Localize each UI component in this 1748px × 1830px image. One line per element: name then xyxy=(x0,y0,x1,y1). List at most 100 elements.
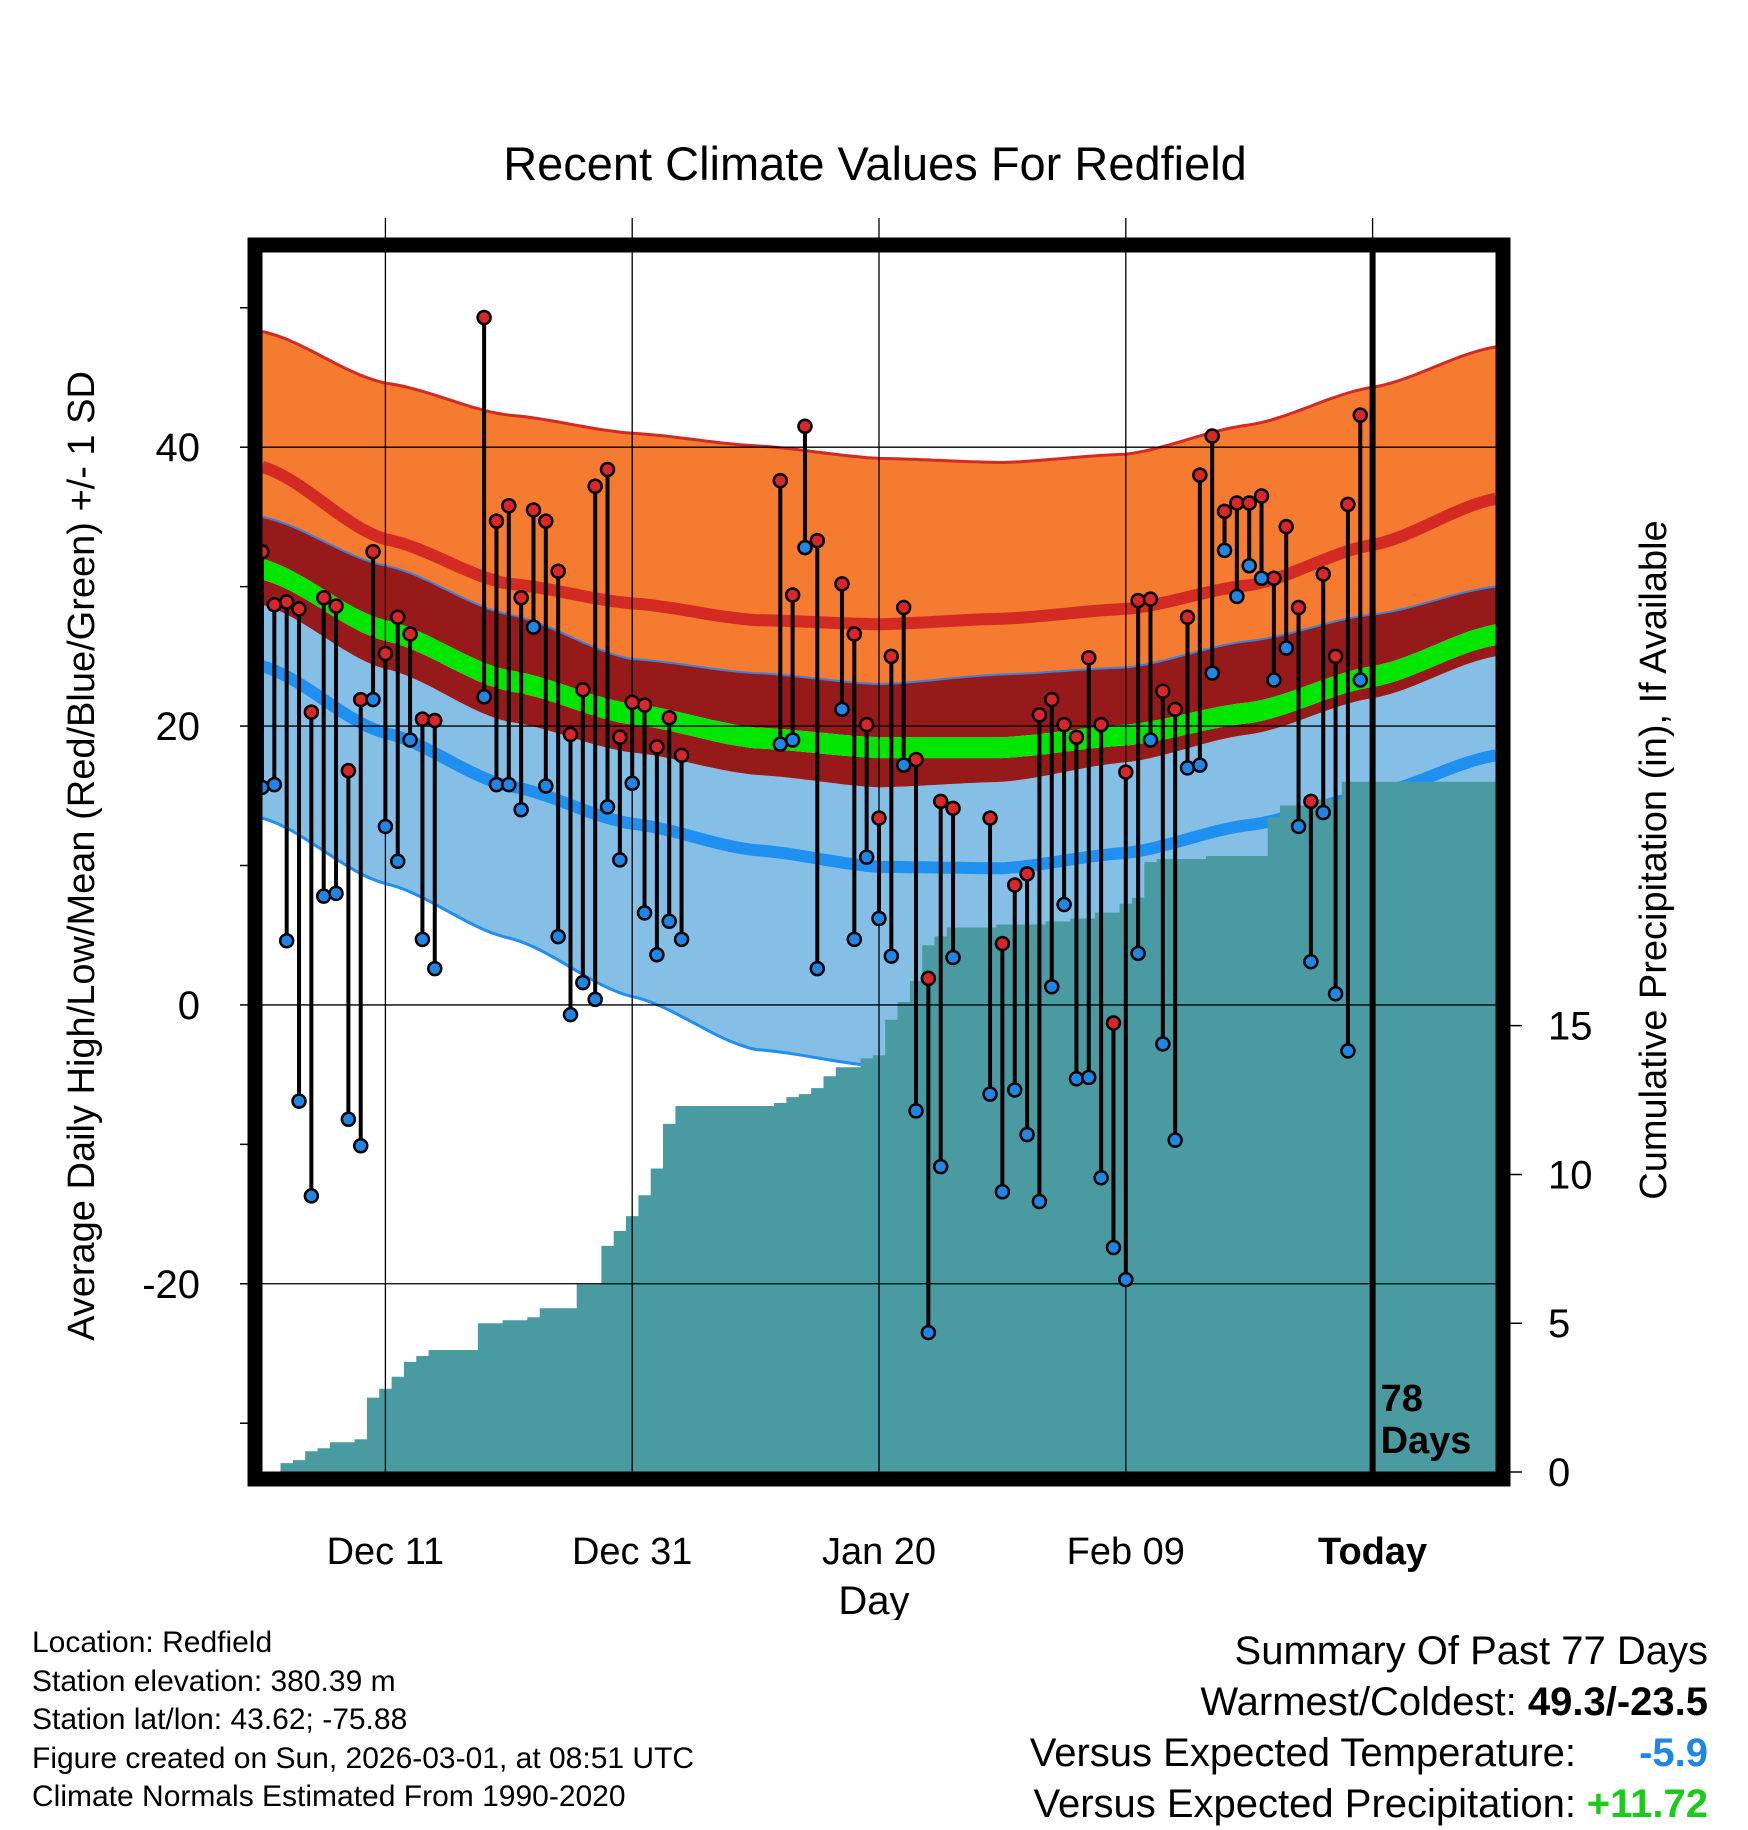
warmest-coldest-label: Warmest/Coldest: xyxy=(1200,1680,1528,1724)
y-axis-label: Average Daily High/Low/Mean (Red/Blue/Gr… xyxy=(61,371,103,1341)
daily-high-point xyxy=(414,711,431,727)
daily-high-point xyxy=(858,716,875,733)
daily-high-point xyxy=(377,645,394,662)
daily-low-point xyxy=(1142,732,1159,748)
daily-high-point xyxy=(278,594,295,610)
daily-low-point xyxy=(1327,986,1344,1002)
daily-low-point xyxy=(772,736,789,752)
temperature-departure-value: -5.9 xyxy=(1639,1731,1708,1775)
daily-low-point xyxy=(1229,588,1245,605)
daily-low-point xyxy=(994,1183,1011,1200)
daily-high-point xyxy=(797,418,813,435)
daily-high-point xyxy=(525,502,542,518)
daily-high-point xyxy=(1019,866,1035,882)
daily-low-point xyxy=(797,539,813,556)
daily-low-point xyxy=(624,775,640,791)
plot-border xyxy=(247,237,1511,1487)
daily-low-point xyxy=(1278,640,1294,656)
x-tick-label: Jan 20 xyxy=(822,1531,936,1573)
daily-low-point xyxy=(562,1006,579,1023)
daily-high-point xyxy=(1093,716,1109,733)
daily-high-point xyxy=(1006,877,1023,893)
daily-high-point xyxy=(908,751,924,768)
daily-high-point xyxy=(846,626,863,642)
daily-low-point xyxy=(932,1158,949,1175)
daily-high-point xyxy=(1253,488,1270,504)
normals-text: Climate Normals Estimated From 1990-2020 xyxy=(32,1780,626,1813)
right-tick-label: 0 xyxy=(1548,1451,1570,1495)
daily-high-point xyxy=(427,712,443,729)
daily-high-point xyxy=(612,729,628,745)
daily-low-point xyxy=(1253,570,1270,587)
daily-high-point xyxy=(328,598,344,614)
daily-low-point xyxy=(1118,1271,1134,1288)
daily-low-point xyxy=(846,931,863,948)
daily-low-point xyxy=(649,946,665,963)
chart-title: Recent Climate Values For Redfield xyxy=(503,137,1247,190)
daily-high-point xyxy=(636,697,653,713)
daily-low-point xyxy=(1303,953,1319,970)
warmest-coldest-value: 49.3/-23.5 xyxy=(1527,1680,1708,1724)
daily-low-point xyxy=(945,949,961,966)
daily-high-point xyxy=(599,461,616,478)
daily-high-point xyxy=(476,309,492,326)
daily-low-point xyxy=(1290,818,1307,835)
daily-low-point xyxy=(414,931,431,948)
precipitation-departure-label: Versus Expected Precipitation: xyxy=(1033,1782,1576,1826)
daily-low-point xyxy=(920,1324,937,1341)
daily-high-point xyxy=(587,478,603,494)
daily-low-point xyxy=(575,974,591,991)
daily-high-point xyxy=(1105,1015,1122,1031)
daily-low-point xyxy=(673,931,690,948)
daily-low-point xyxy=(476,689,492,705)
daily-low-point xyxy=(389,853,406,870)
x-tick-label: Dec 11 xyxy=(327,1531,445,1573)
summary-title: Summary Of Past 77 Days xyxy=(1234,1629,1708,1673)
daily-low-point xyxy=(377,818,394,835)
summary-panel: Summary Of Past 77 Days Warmest/Coldest:… xyxy=(808,1626,1708,1830)
daily-high-point xyxy=(1118,764,1134,780)
daily-high-point xyxy=(1229,495,1245,511)
daily-high-point xyxy=(649,739,665,755)
daily-low-point xyxy=(538,778,554,794)
daily-low-point xyxy=(809,960,826,977)
daily-high-point xyxy=(809,532,826,549)
daily-low-point xyxy=(501,776,517,793)
x-axis-label: Day xyxy=(838,1579,909,1620)
daily-low-point xyxy=(1241,557,1257,574)
daily-low-point xyxy=(612,852,628,868)
daily-low-point xyxy=(1093,1170,1109,1186)
daily-high-point xyxy=(772,472,789,489)
daily-low-point xyxy=(661,913,677,930)
daily-low-point xyxy=(340,1111,357,1127)
daily-high-point xyxy=(402,626,418,642)
daily-high-point xyxy=(1340,496,1356,513)
daily-high-point xyxy=(784,587,801,603)
daily-high-point xyxy=(303,704,320,720)
daily-high-point xyxy=(945,800,961,817)
daily-low-point xyxy=(636,905,653,921)
daily-high-point xyxy=(550,563,566,580)
daily-high-point xyxy=(501,498,517,514)
daily-high-point xyxy=(1142,591,1159,607)
daily-low-point xyxy=(402,732,418,748)
daily-low-point xyxy=(1192,757,1208,773)
daily-low-point xyxy=(525,619,542,635)
daily-low-point xyxy=(291,1093,307,1109)
daily-low-point xyxy=(550,928,566,945)
elevation-text: Station elevation: 380.39 m xyxy=(32,1664,396,1698)
daily-low-point xyxy=(1130,945,1146,962)
warmest-coldest-row: Warmest/Coldest: 49.3/-23.5 xyxy=(808,1677,1708,1728)
daily-low-point xyxy=(488,776,505,793)
location-text: Location: Redfield xyxy=(32,1626,273,1659)
daily-high-point xyxy=(340,762,357,779)
right-tick-label: 5 xyxy=(1548,1302,1570,1346)
daily-low-point xyxy=(982,1086,998,1102)
daily-low-point xyxy=(858,849,875,865)
daily-high-point xyxy=(1216,503,1233,520)
x-tick-label: Today xyxy=(1318,1531,1427,1573)
daily-low-point xyxy=(871,910,887,927)
x-tick-label: Feb 09 xyxy=(1067,1531,1185,1573)
daily-high-point xyxy=(932,793,949,810)
x-tick-label: Dec 31 xyxy=(572,1531,692,1573)
